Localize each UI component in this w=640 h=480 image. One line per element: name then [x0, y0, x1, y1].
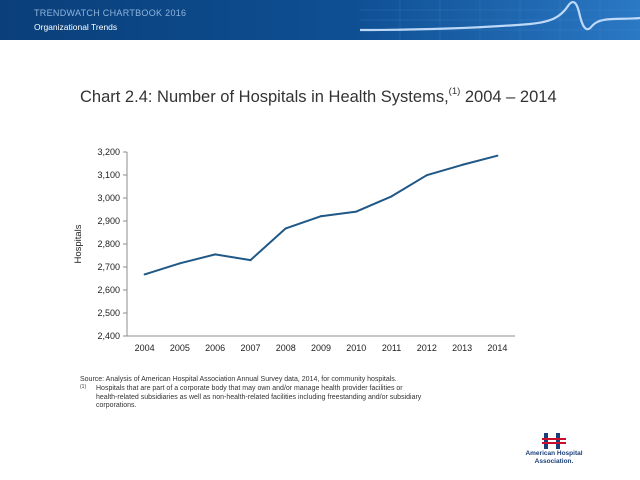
data-point	[496, 154, 499, 157]
data-point	[355, 210, 358, 213]
banner: TRENDWATCH CHARTBOOK 2016 Organizational…	[0, 0, 640, 40]
data-points	[143, 154, 499, 276]
y-tick-label: 2,700	[97, 262, 120, 272]
x-tick-label: 2005	[170, 343, 190, 353]
y-ticks: 2,400 2,500 2,600 2,700 2,800 2,900 3,000 3,100…	[97, 147, 127, 341]
data-point	[143, 273, 146, 276]
x-tick-label: 2011	[382, 343, 401, 353]
y-tick-label: 2,500	[97, 308, 120, 318]
logo-line-1: American Hospital	[525, 450, 583, 457]
footnote-line-3: corporations.	[96, 402, 137, 409]
x-tick-label: 2012	[417, 343, 437, 353]
data-point	[249, 259, 252, 262]
ecg-wave-decoration	[360, 0, 640, 40]
data-point	[425, 174, 428, 177]
y-tick-label: 2,900	[97, 216, 120, 226]
y-tick-label: 2,800	[97, 239, 120, 249]
x-tick-label: 2007	[240, 343, 260, 353]
data-point	[320, 215, 322, 218]
footnote-line-1: Hospitals that are part of a corporate b…	[96, 385, 403, 392]
chart-title-main: Chart 2.4: Number of Hospitals in Health…	[80, 88, 449, 106]
x-tick-label: 2009	[311, 343, 331, 353]
x-tick-label: 2008	[276, 343, 296, 353]
source-note: Source: Analysis of American Hospital As…	[80, 376, 397, 383]
data-point	[390, 195, 393, 198]
y-tick-label: 3,200	[97, 147, 120, 157]
chart-title: Chart 2.4: Number of Hospitals in Health…	[80, 86, 557, 107]
x-tick-label: 2014	[487, 343, 507, 353]
chart-title-footnote-ref: (1)	[448, 86, 461, 97]
series-line-hospitals	[144, 154, 498, 276]
data-point	[214, 253, 217, 256]
y-axis-label: Hospitals	[73, 224, 84, 263]
chartbook-title: TRENDWATCH CHARTBOOK 2016	[34, 8, 187, 18]
x-tick-label: 2013	[452, 343, 472, 353]
data-point	[461, 163, 464, 166]
footnote-line-2: health-related subsidiaries as well as n…	[96, 393, 422, 401]
y-tick-label: 3,000	[97, 193, 120, 203]
x-ticks: 2004 2005 2006 2007 2008 2009 2010 2011 2012 2013…	[135, 343, 508, 353]
footnote-mark: (1)	[80, 384, 87, 390]
data-point	[284, 227, 287, 230]
section-subtitle: Organizational Trends	[34, 22, 118, 32]
data-point	[178, 262, 181, 265]
logo-line-2: Association.	[534, 457, 574, 465]
y-tick-label: 2,600	[97, 285, 120, 295]
x-tick-label: 2004	[135, 343, 155, 353]
aha-logo: American Hospital Association.	[518, 432, 590, 465]
y-tick-label: 2,400	[97, 331, 120, 341]
chart-title-years: 2004 – 2014	[460, 88, 557, 106]
x-tick-label: 2006	[205, 343, 225, 353]
footnote: (1) Hospitals that are part of a corpora…	[80, 384, 480, 411]
y-tick-label: 3,100	[97, 170, 120, 180]
hospital-h-icon	[542, 433, 566, 449]
x-tick-label: 2010	[346, 343, 366, 353]
